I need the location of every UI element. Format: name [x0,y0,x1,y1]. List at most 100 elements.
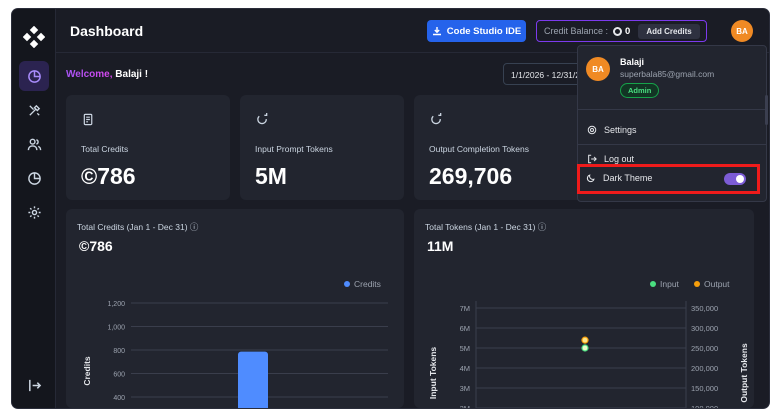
role-badge: Admin [620,83,660,98]
y-tick-label-right: 150,000 [691,384,718,393]
legend-label: Credits [354,279,381,289]
divider [578,144,766,145]
credit-balance-box: Credit Balance : 0 Add Credits [536,20,707,42]
y-tick-label-left: 4M [460,364,470,373]
welcome-greeting: Welcome, [66,69,113,80]
credits-chart-plot: 1,200 1,000 800 600 400 Credits [82,301,388,408]
logout-icon [28,379,41,391]
sidebar-item-settings[interactable] [19,197,49,227]
point-output [581,336,589,344]
info-icon[interactable]: ⓘ [537,222,547,232]
y-tick-label-right: 100,000 [691,404,718,408]
sidebar-item-dashboard[interactable] [19,61,49,91]
logout-icon [588,154,597,164]
dropdown-scrollbar[interactable] [765,95,768,125]
chart-title: Total Tokens (Jan 1 - Dec 31) ⓘ [425,221,546,233]
chart-title-text: Total Tokens (Jan 1 - Dec 31) [425,222,536,232]
y-tick-label-right: 350,000 [691,304,718,313]
add-credits-button[interactable]: Add Credits [638,23,700,39]
stat-card-input-tokens: Input Prompt Tokens 5M [240,95,404,200]
sidebar-logout[interactable] [19,370,49,400]
chart-total: 11M [427,238,454,254]
sidebar-item-tools[interactable] [19,95,49,125]
y-tick-label-right: 250,000 [691,344,718,353]
stat-value: 5M [255,163,287,189]
coin-icon [613,26,623,36]
pie-chart-icon [27,171,41,185]
legend-label: Output [704,279,730,289]
y-tick-label: 1,200 [107,301,125,308]
stat-label: Input Prompt Tokens [255,144,333,154]
stat-value: 269,706 [429,163,513,189]
receipt-icon [83,113,93,126]
y-tick-label: 1,000 [107,325,125,332]
dropdown-user-name: Balaji [620,57,645,67]
legend-output[interactable]: Output [694,279,730,289]
logout-label: Log out [604,154,635,164]
refresh-icon [257,113,268,125]
users-icon [27,138,41,150]
moon-icon [586,174,595,183]
y-axis-label-right: Output Tokens [739,343,749,403]
legend-dot [694,281,700,287]
tools-icon [28,104,40,116]
y-tick-label-left: 3M [460,384,470,393]
y-axis-label-left: Input Tokens [428,347,438,400]
chart-total-value: 786 [89,238,113,254]
gear-icon [27,205,41,219]
stat-card-total-credits: Total Credits ©786 [66,95,230,200]
credit-balance-label: Credit Balance : [544,26,609,36]
stat-number: 786 [97,163,136,189]
y-tick-label: 400 [113,395,125,402]
point-input [581,344,589,352]
info-icon[interactable]: ⓘ [189,222,199,232]
sidebar [12,9,56,408]
welcome-name: Balaji ! [115,69,149,80]
y-tick-label: 800 [113,348,125,355]
stat-label: Total Credits [81,144,129,154]
page-title: Dashboard [70,23,144,39]
credit-balance-value: 0 [625,25,631,37]
app-window: Dashboard Code Studio IDE Credit Balance… [12,9,769,408]
top-bar: Dashboard Code Studio IDE Credit Balance… [56,9,769,53]
y-tick-label-left: 5M [460,344,470,353]
stat-value: ©786 [81,163,136,190]
dark-theme-toggle[interactable] [724,173,746,185]
code-studio-ide-button[interactable]: Code Studio IDE [427,20,526,42]
dropdown-avatar: BA [586,57,610,81]
y-tick-label-right: 200,000 [691,364,718,373]
refresh-icon [431,113,442,125]
welcome-message: Welcome, Balaji ! [66,69,148,80]
y-axis-label: Credits [82,356,92,386]
y-tick-label-left: 7M [460,304,470,313]
y-tick-label-left: 2M [460,404,470,408]
settings-label: Settings [604,125,637,135]
code-studio-ide-label: Code Studio IDE [446,25,522,37]
legend-label: Input [660,279,679,289]
dark-theme-menu-item[interactable]: Dark Theme [577,164,760,194]
sidebar-item-users[interactable] [19,129,49,159]
chart-title: Total Credits (Jan 1 - Dec 31) ⓘ [77,221,198,233]
download-icon [432,27,441,36]
user-avatar[interactable]: BA [731,20,753,42]
settings-menu-item[interactable]: Settings [587,125,637,135]
credit-symbol-icon: © [81,164,98,189]
y-tick-label-left: 6M [460,324,470,333]
legend-dot [650,281,656,287]
credits-chart-card: Total Credits (Jan 1 - Dec 31) ⓘ ©786 Cr… [66,209,404,408]
y-tick-label-right: 300,000 [691,324,718,333]
sidebar-item-analytics[interactable] [19,163,49,193]
dropdown-user-email: superbala85@gmail.com [620,69,715,79]
app-logo-icon[interactable] [23,26,45,48]
legend-dot [344,281,350,287]
gear-icon [587,125,597,135]
chart-total: ©786 [79,238,113,254]
bar-credits [238,351,268,408]
dark-theme-label-group: Dark Theme [586,173,652,183]
divider [578,109,766,110]
chart-legend[interactable]: Credits [344,279,381,289]
dark-theme-label: Dark Theme [603,173,653,183]
legend-input[interactable]: Input [650,279,679,289]
logout-menu-item[interactable]: Log out [587,154,634,164]
chart-title-text: Total Credits (Jan 1 - Dec 31) [77,222,188,232]
